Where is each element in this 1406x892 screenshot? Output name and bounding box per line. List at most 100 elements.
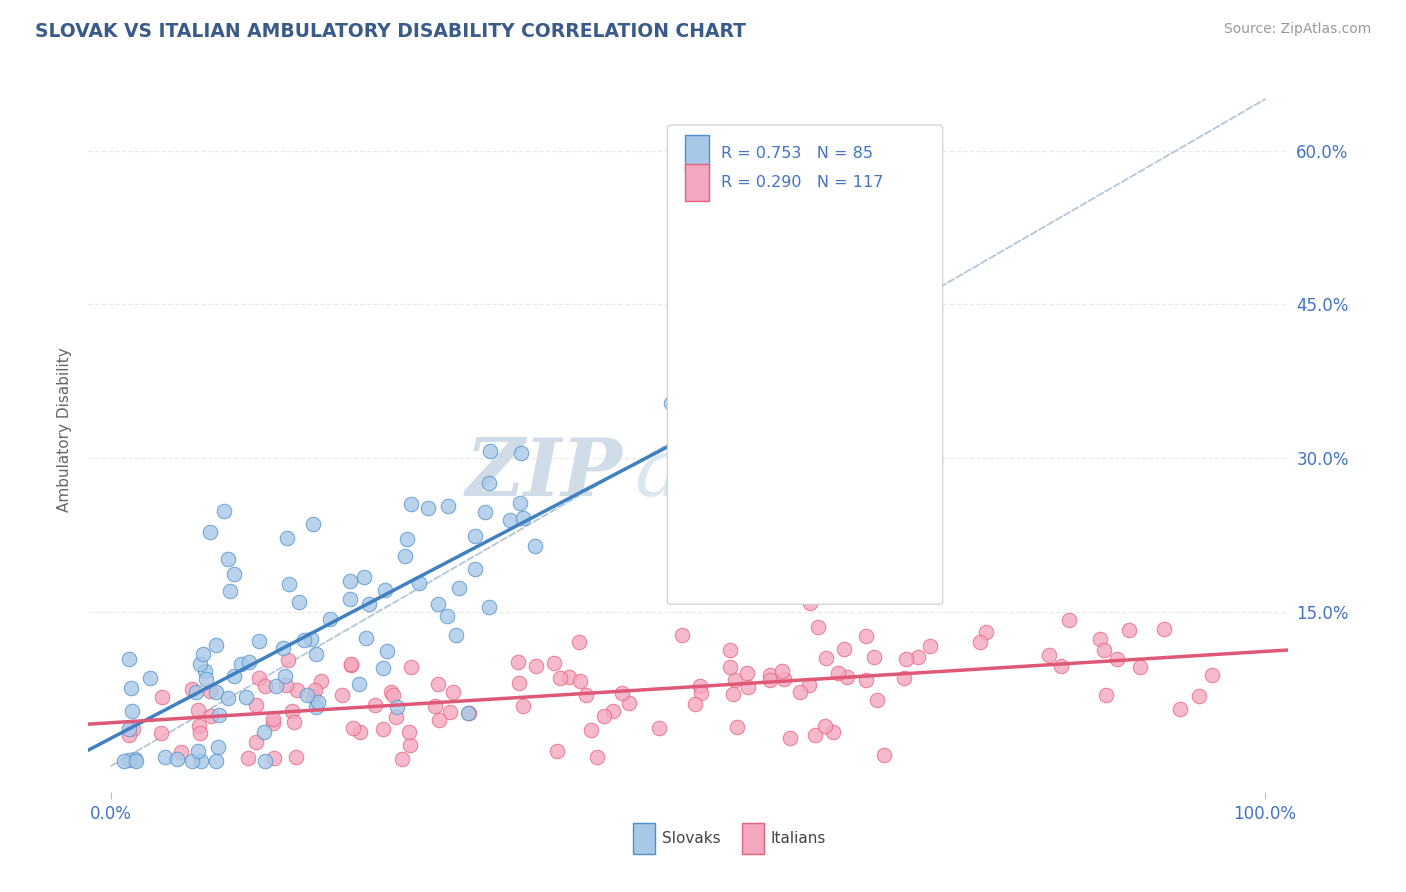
Point <box>187 703 209 717</box>
Point <box>188 657 211 672</box>
Point <box>371 661 394 675</box>
Point <box>266 679 288 693</box>
Point <box>399 497 422 511</box>
Point <box>124 752 146 766</box>
Point <box>301 516 323 531</box>
Point <box>342 721 364 735</box>
Point <box>214 504 236 518</box>
Point <box>200 684 222 698</box>
Point <box>349 724 371 739</box>
Point <box>118 728 141 742</box>
Point <box>418 501 440 516</box>
Text: SLOVAK VS ITALIAN AMBULATORY DISABILITY CORRELATION CHART: SLOVAK VS ITALIAN AMBULATORY DISABILITY … <box>35 22 747 41</box>
Point <box>718 643 741 657</box>
Point <box>1105 652 1128 666</box>
Point <box>374 582 396 597</box>
Point <box>617 696 640 710</box>
Point <box>832 641 855 656</box>
Point <box>446 628 468 642</box>
Point <box>364 698 387 713</box>
Point <box>308 695 330 709</box>
Point <box>855 629 877 643</box>
Point <box>659 396 682 410</box>
Point <box>339 574 361 588</box>
Point <box>690 685 713 699</box>
Point <box>441 684 464 698</box>
Point <box>772 672 794 686</box>
Point <box>575 688 598 702</box>
Point <box>262 716 284 731</box>
Point <box>245 698 267 712</box>
Point <box>121 704 143 718</box>
Point <box>218 584 240 599</box>
Point <box>797 678 820 692</box>
Point <box>862 649 884 664</box>
Text: Slovaks: Slovaks <box>662 831 720 846</box>
Point <box>568 634 591 648</box>
Point <box>920 639 942 653</box>
Text: R = 0.753   N = 85: R = 0.753 N = 85 <box>720 146 873 161</box>
Point <box>723 673 745 687</box>
Point <box>464 562 486 576</box>
Point <box>302 689 325 703</box>
Point <box>546 743 568 757</box>
Point <box>339 592 361 607</box>
Point <box>205 685 228 699</box>
Point <box>299 632 322 646</box>
Point <box>292 633 315 648</box>
Point <box>718 384 741 398</box>
Point <box>262 712 284 726</box>
Point <box>271 641 294 656</box>
Point <box>1188 689 1211 703</box>
Point <box>309 673 332 688</box>
Point <box>508 676 530 690</box>
Point <box>735 665 758 680</box>
Text: atlas: atlas <box>634 434 830 512</box>
Point <box>186 685 208 699</box>
Point <box>855 673 877 688</box>
Point <box>205 754 228 768</box>
Point <box>648 721 671 735</box>
Point <box>340 657 363 672</box>
Point <box>1129 660 1152 674</box>
Point <box>166 752 188 766</box>
Point <box>893 671 915 685</box>
Point <box>1038 648 1060 663</box>
Point <box>509 496 531 510</box>
Point <box>224 566 246 581</box>
Point <box>198 525 221 540</box>
Point <box>1201 667 1223 681</box>
Point <box>586 750 609 764</box>
Point <box>231 657 253 672</box>
Point <box>725 720 748 734</box>
Point <box>815 651 838 665</box>
Point <box>254 679 277 693</box>
Point <box>204 638 226 652</box>
Point <box>548 671 571 685</box>
Point <box>340 657 363 671</box>
Point <box>305 647 328 661</box>
Point <box>207 739 229 754</box>
Point <box>194 672 217 686</box>
Point <box>238 655 260 669</box>
Point <box>1057 613 1080 627</box>
Point <box>281 704 304 718</box>
Point <box>394 549 416 563</box>
Point <box>1050 659 1073 673</box>
Point <box>814 719 837 733</box>
Point <box>478 599 501 614</box>
Point <box>375 643 398 657</box>
Point <box>974 625 997 640</box>
Point <box>427 597 450 611</box>
Point <box>1168 702 1191 716</box>
Point <box>499 513 522 527</box>
Point <box>683 697 706 711</box>
Point <box>873 748 896 763</box>
Point <box>208 707 231 722</box>
Point <box>170 745 193 759</box>
Point <box>602 704 624 718</box>
Point <box>569 673 592 688</box>
Point <box>149 726 172 740</box>
Point <box>506 655 529 669</box>
Point <box>181 754 204 768</box>
